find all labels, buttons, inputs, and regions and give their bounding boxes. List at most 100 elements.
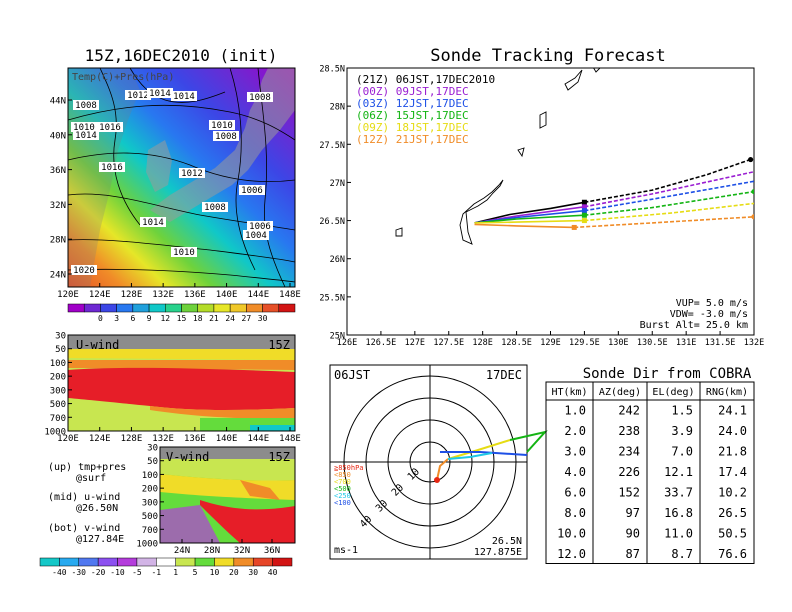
track-lines (474, 156, 754, 230)
cobra-cell: 242 (618, 404, 640, 418)
wind-colorbar-label: -30 (72, 568, 87, 577)
island-north (593, 68, 601, 73)
panel-legend-notes: (up) tmp+pres@surf (mid) u-wind@26.50N (bo… (48, 462, 126, 545)
track-x-tick-label: 129.5E (569, 338, 600, 348)
cobra-cell: 76.6 (718, 547, 747, 561)
wind-colorbar-swatch (97, 557, 118, 567)
temp-colorbar-swatch (165, 303, 182, 313)
polar-wind-profile (434, 430, 548, 483)
pressure-label-bg (71, 265, 97, 275)
map-y-tick-label: 40N (50, 131, 66, 141)
vwind-y-tick-label: 500 (142, 512, 158, 522)
uwind-frame (67, 334, 296, 432)
map-x-tick-label: 140E (216, 290, 238, 300)
temp-colorbar-swatch (197, 303, 215, 313)
temp-colorbar-swatch (181, 303, 198, 313)
vwind-time: 15Z (268, 450, 290, 464)
cobra-cell: 90 (626, 527, 640, 541)
polar-date-label: 17DEC (486, 368, 522, 382)
pressure-label: 1008 (204, 203, 226, 213)
cobra-cell: 33.7 (664, 486, 693, 500)
uwind-y-tick-label: 100 (50, 359, 66, 369)
wind-colorbar-label: 10 (210, 568, 220, 577)
land-korea (146, 140, 172, 192)
polar-altitude-legend-entry: ≧850hPa (334, 464, 364, 472)
temp-colorbar-swatch (83, 303, 101, 313)
temp-colorbar-swatch (246, 303, 263, 313)
temp-colorbar-label: 15 (177, 314, 187, 323)
legend-note: @127.84E (76, 534, 124, 545)
vwind-x-tick-label: 24N (174, 546, 190, 556)
uwind-y-tick-label: 300 (50, 386, 66, 396)
uwind-label: U-wind (76, 338, 119, 352)
vwind-cross-section (160, 447, 295, 543)
tracking-param: VDW= -3.0 m/s (670, 309, 748, 320)
pressure-label-bg (99, 162, 125, 172)
map-y-tick-label: 28N (50, 236, 66, 246)
cobra-cell: 4.0 (564, 465, 586, 479)
cobra-cell: 11.0 (664, 527, 693, 541)
map-x-tick-label: 136E (184, 290, 206, 300)
cobra-title: Sonde Dir from COBRA (583, 366, 752, 382)
temp-colorbar-swatch (132, 303, 150, 313)
vwind-x-tick-label: 36N (264, 546, 280, 556)
map-x-tick-label: 128E (121, 290, 143, 300)
map-x-tick-label: 148E (279, 290, 301, 300)
cobra-cell: 24.1 (718, 404, 747, 418)
track-solid-line (474, 201, 585, 224)
cobra-column-header: AZ(deg) (599, 387, 641, 398)
wind-colorbar-swatch (272, 557, 293, 567)
wind-colorbar-swatch (39, 557, 60, 567)
map-x-tick-label: 144E (247, 290, 269, 300)
wind-colorbar-swatch (136, 557, 157, 567)
uwind-x-tick-label: 140E (216, 434, 238, 444)
pressure-label: 1008 (75, 101, 97, 111)
track-solid-line (474, 223, 575, 229)
temp-colorbar-label: 0 (98, 314, 103, 323)
uwind-y-ticks: 30 50 100 200 300 500 700 1000 (44, 332, 72, 438)
wind-colorbar-label: -5 (132, 568, 142, 577)
wind-colorbar-swatch (233, 557, 254, 567)
track-end-marker (751, 188, 754, 195)
wind-colorbar-label: 1 (173, 568, 178, 577)
map-y-tick-label: 36N (50, 166, 66, 176)
pressure-label: 1014 (75, 131, 97, 141)
cobra-cell: 87 (626, 547, 640, 561)
polar-units: ms-1 (334, 545, 358, 556)
temp-colorbar-label: 6 (130, 314, 135, 323)
cobra-cell: 10.0 (557, 527, 586, 541)
track-x-tick-label: 131E (676, 338, 696, 348)
island-kikai (539, 111, 547, 129)
island-west (395, 227, 403, 237)
track-y-tick-label: 25.5N (319, 293, 345, 303)
wind-colorbar-swatch (214, 557, 235, 567)
track-y-tick-label: 27N (330, 179, 345, 189)
surface-map-frame (67, 67, 296, 288)
pressure-label-bg (73, 100, 99, 110)
tracking-title: Sonde Tracking Forecast (430, 46, 665, 66)
uwind-x-tick-label: 128E (121, 434, 143, 444)
map-y-tick-label: 32N (50, 201, 66, 211)
temp-colorbar-label: 9 (147, 314, 152, 323)
uwind-x-tick-label: 148E (279, 434, 301, 444)
uwind-x-tick-label: 124E (89, 434, 111, 444)
temperature-colorbar: 0 3 6 9 12 15 18 21 24 27 30 (67, 303, 296, 323)
cobra-cell: 152 (618, 486, 640, 500)
pressure-label: 1006 (241, 186, 263, 196)
track-x-tick-label: 127.5E (433, 338, 464, 348)
wind-colorbar-swatch (175, 557, 196, 567)
wind-colorbar-label: 40 (268, 568, 278, 577)
track-solid-line (474, 219, 585, 224)
track-burst-marker (571, 224, 577, 230)
track-burst-marker (581, 199, 587, 205)
map-y-tick-label: 24N (50, 271, 66, 281)
pressure-label-bg (147, 88, 173, 98)
cobra-cell: 238 (618, 424, 640, 438)
cobra-cell: 226 (618, 465, 640, 479)
temp-colorbar-swatch (148, 303, 166, 313)
pressure-label-bg (71, 122, 97, 132)
polar-altitude-legend-entry: <500 (334, 485, 351, 493)
pressure-label: 1012 (181, 169, 203, 179)
polar-altitude-legend: ≧850hPa<850<700<500<250<100 (334, 464, 364, 507)
